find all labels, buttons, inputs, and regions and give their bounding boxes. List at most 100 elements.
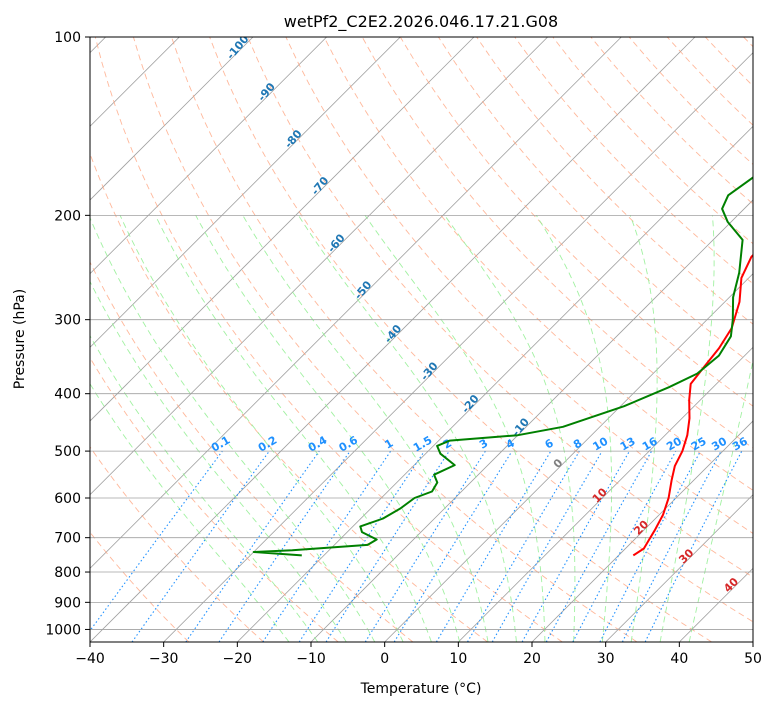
mixing-ratio-lines [90,450,743,642]
moist-adiabat-label: 20 [631,517,651,537]
y-tick-label: 1000 [45,622,81,638]
dry-adiabat-line [90,446,264,642]
isotherm-line [90,37,401,348]
isotherm-line [90,37,327,275]
isotherm-line [163,52,753,642]
x-axis-label: Temperature (°C) [360,681,482,697]
moist-adiabat-line [90,216,376,642]
dry-adiabat-line [209,37,753,623]
dry-adiabat-line [171,37,712,642]
dry-adiabat-line [90,261,414,642]
mixing-ratio-label: 25 [689,435,709,454]
x-tick-label: −30 [149,651,179,667]
plot-frame [89,36,754,643]
mixing-ratio-line [435,450,552,642]
moist-adiabat-line [119,215,404,642]
mixing-ratio-line [90,450,223,632]
dry-adiabat-line [552,37,753,245]
chart-title: wetPf2_C2E2.2026.046.17.21.G08 [284,12,558,32]
x-axis-ticks: −40 −30 −20 −10 0 10 20 30 40 50 [75,642,762,667]
y-tick-label: 700 [54,531,81,547]
moist-adiabat-line [298,215,517,642]
isotherm-line [90,37,254,201]
dry-adiabat-label: -20 [459,392,482,416]
temperature-profile-line [632,253,753,557]
moist-adiabat-label: 30 [676,546,696,566]
y-tick-label: 900 [54,595,81,611]
moist-adiabat-lines [90,215,753,642]
moist-adiabat-line [444,215,576,642]
mixing-ratio-line [393,450,513,642]
mixing-ratio-line [325,450,450,642]
dry-adiabat-lines [90,37,753,642]
mixing-ratio-line [521,450,630,642]
isotherm-line [310,199,753,642]
isotherm-line [90,37,622,569]
moist-adiabat-line [629,215,658,642]
moist-adiabat-line [154,215,432,642]
isotherm-line [90,37,475,422]
y-axis-label: Pressure (hPa) [12,289,28,389]
isotherm-line [531,420,753,642]
moist-adiabat-line [195,215,461,642]
dry-adiabat-label: -90 [255,80,278,104]
x-tick-label: 30 [597,651,615,667]
dry-adiabat-line [285,37,753,535]
y-tick-label: 300 [54,313,81,329]
isotherm-line [90,37,548,496]
x-tick-label: 10 [449,651,467,667]
dry-adiabat-line [247,37,753,578]
mixing-ratio-line [298,450,425,642]
mixing-ratio-label: 6 [543,436,556,451]
mixing-ratio-line [599,450,701,642]
isotherm-line [458,346,753,642]
mixing-ratio-line [218,450,351,642]
dry-adiabat-line [476,37,753,325]
moist-adiabat-line [364,215,546,642]
x-tick-label: 50 [744,651,762,667]
y-tick-label: 100 [54,30,81,46]
mixing-ratio-line [131,450,270,642]
x-tick-label: 40 [670,651,688,667]
moist-adiabat-line [90,383,290,642]
dry-adiabat-label: -80 [282,127,305,151]
x-tick-label: −10 [296,651,326,667]
mixing-ratio-label: 4 [504,436,517,451]
y-tick-label: 400 [54,387,81,403]
dry-adiabat-line [514,37,753,285]
dry-adiabat-line [323,37,753,491]
moist-adiabat-line [90,280,347,642]
isotherm-line [384,273,753,642]
mixing-ratio-line [262,450,392,642]
isotherm-line [679,567,753,642]
moist-adiabat-line [90,334,319,642]
moist-adiabat-line [535,215,613,642]
mixing-ratio-line [644,450,743,642]
dry-adiabat-label: -50 [352,278,375,302]
y-tick-label: 500 [54,444,81,460]
mixing-ratio-label: 10 [591,434,611,453]
mixing-ratio-label: 16 [640,434,660,453]
dry-adiabat-line [743,37,753,48]
dry-adiabat-label: -60 [325,231,348,255]
dry-adiabat-line [90,531,190,642]
mixing-ratio-line [185,450,320,642]
isotherm-line [237,125,753,642]
moist-adiabat-line [659,215,715,642]
dry-adiabat-line [94,37,563,642]
moist-adiabat-label: 40 [721,575,741,595]
x-tick-label: −40 [75,651,105,667]
y-tick-label: 800 [54,565,81,581]
moist-adiabat-label: 10 [590,485,610,505]
y-tick-label: 600 [54,491,81,507]
isotherm-line [752,641,753,642]
dry-adiabat-label: -70 [309,174,332,198]
mixing-ratio-label: 36 [730,434,750,453]
dry-adiabat-line [90,356,339,642]
x-tick-label: −20 [223,651,253,667]
isotherm-lines [90,37,753,642]
pressure-gridlines [90,37,753,630]
moist-adiabat-line [242,215,489,642]
dewpoint-profile-line [252,176,753,557]
